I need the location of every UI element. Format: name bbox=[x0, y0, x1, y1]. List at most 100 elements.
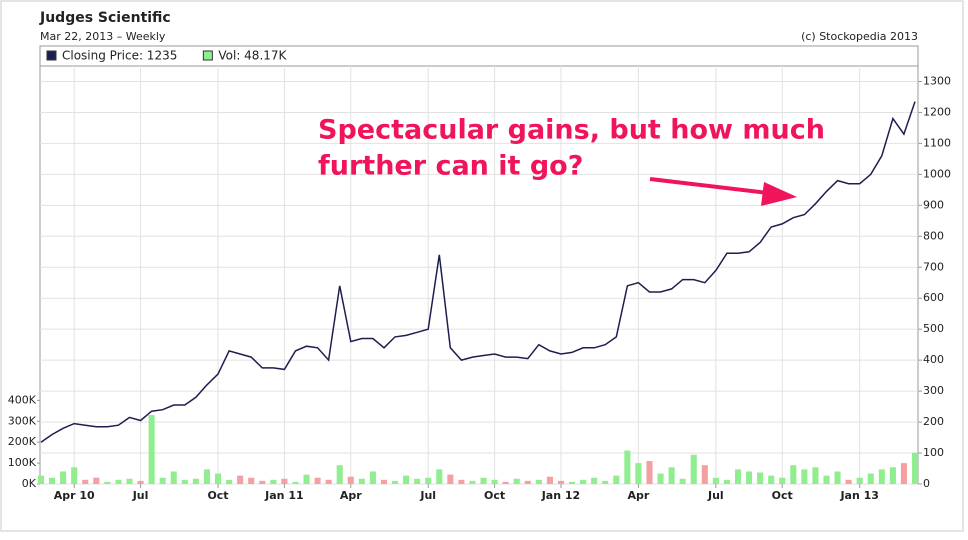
volume-bar bbox=[613, 475, 620, 484]
y-tick-label: 1200 bbox=[923, 105, 951, 118]
volume-bar bbox=[502, 481, 509, 484]
volume-bar bbox=[568, 481, 576, 484]
x-tick-label: Apr bbox=[628, 489, 650, 502]
volume-bar bbox=[391, 480, 399, 484]
volume-bar bbox=[314, 477, 321, 484]
volume-bar bbox=[181, 479, 188, 484]
volume-bar bbox=[480, 477, 487, 484]
volume-bar bbox=[49, 477, 56, 484]
volume-bar bbox=[823, 475, 830, 484]
volume-bar bbox=[71, 467, 78, 484]
volume-bar bbox=[325, 479, 332, 484]
volume-bar bbox=[414, 478, 421, 484]
volume-bar bbox=[580, 479, 587, 484]
y-tick-label: 500 bbox=[923, 322, 944, 335]
volume-bar bbox=[358, 478, 365, 484]
x-tick-label: Jul bbox=[132, 489, 149, 502]
y-tick-label: 400 bbox=[923, 353, 944, 366]
y2-tick-label: 200K bbox=[8, 435, 37, 448]
volume-bar bbox=[657, 473, 664, 484]
volume-bar bbox=[757, 472, 764, 484]
volume-bar bbox=[911, 452, 919, 484]
volume-bar bbox=[104, 481, 111, 484]
volume-bar bbox=[668, 467, 675, 484]
x-tick-label: Jan 12 bbox=[541, 489, 580, 502]
y2-tick-label: 300K bbox=[8, 414, 37, 427]
y2-tick-label: 0K bbox=[22, 477, 37, 490]
y-tick-label: 800 bbox=[923, 229, 944, 242]
volume-bar bbox=[701, 465, 708, 484]
volume-bar bbox=[535, 479, 542, 484]
volume-bar bbox=[237, 475, 244, 484]
volume-bar bbox=[281, 478, 288, 484]
volume-bar bbox=[712, 477, 719, 484]
volume-bar bbox=[336, 465, 343, 484]
volume-bar bbox=[856, 477, 863, 484]
annotation: Spectacular gains, but how much bbox=[318, 115, 825, 146]
volume-bar bbox=[347, 476, 354, 484]
volume-bar bbox=[834, 471, 841, 484]
annotation: further can it go? bbox=[318, 151, 583, 182]
price-line bbox=[40, 101, 916, 443]
volume-bar bbox=[469, 480, 476, 484]
volume-bar bbox=[403, 475, 410, 484]
volume-bar bbox=[878, 469, 885, 484]
volume-bar bbox=[458, 479, 465, 484]
volume-bar bbox=[447, 474, 454, 484]
x-tick-label: Jul bbox=[707, 489, 724, 502]
volume-bar bbox=[768, 475, 775, 484]
volume-bar bbox=[723, 479, 730, 484]
volume-bar bbox=[624, 450, 631, 484]
volume-bar bbox=[226, 479, 233, 484]
volume-bar bbox=[513, 478, 520, 484]
volume-bar bbox=[867, 473, 874, 484]
y-tick-label: 1100 bbox=[923, 136, 951, 149]
volume-bar bbox=[126, 478, 133, 484]
volume-bar bbox=[292, 481, 299, 484]
volume-bar bbox=[115, 479, 122, 484]
chart-subtitle: Mar 22, 2013 – Weekly bbox=[40, 30, 166, 43]
volume-bar bbox=[900, 463, 907, 484]
volume-bar bbox=[557, 480, 565, 484]
volume-bar bbox=[259, 480, 266, 484]
x-tick-label: Jan 11 bbox=[264, 489, 303, 502]
volume-bar bbox=[646, 461, 653, 484]
y-tick-label: 900 bbox=[923, 198, 944, 211]
y-tick-label: 100 bbox=[923, 446, 944, 459]
volume-bar bbox=[546, 476, 553, 484]
x-tick-label: Apr bbox=[340, 489, 362, 502]
y-tick-label: 300 bbox=[923, 384, 944, 397]
volume-bar bbox=[790, 465, 797, 484]
volume-bar bbox=[746, 471, 753, 484]
volume-bar bbox=[203, 469, 210, 484]
volume-bar bbox=[82, 479, 89, 484]
chart-title: Judges Scientific bbox=[39, 10, 171, 26]
volume-bar bbox=[591, 477, 598, 484]
volume-bar bbox=[524, 480, 531, 484]
volume-bar bbox=[93, 477, 100, 484]
arrow-head bbox=[761, 182, 797, 206]
volume-bar bbox=[303, 474, 310, 484]
volume-bar bbox=[801, 469, 808, 484]
volume-bar bbox=[436, 469, 443, 484]
volume-bar bbox=[602, 480, 609, 484]
volume-bar bbox=[37, 475, 45, 484]
x-tick-label: Jul bbox=[419, 489, 436, 502]
volume-bar bbox=[845, 479, 852, 484]
volume-bar bbox=[270, 479, 277, 484]
volume-bar bbox=[491, 479, 498, 484]
x-tick-label: Oct bbox=[207, 489, 228, 502]
legend-label: Vol: 48.17K bbox=[218, 49, 287, 63]
x-tick-label: Oct bbox=[772, 489, 793, 502]
y2-tick-label: 400K bbox=[8, 393, 37, 406]
volume-bar bbox=[137, 480, 144, 484]
volume-bar bbox=[812, 467, 819, 484]
volume-bar bbox=[192, 478, 199, 484]
y-tick-label: 600 bbox=[923, 291, 944, 304]
y-tick-label: 1000 bbox=[923, 167, 951, 180]
volume-bar bbox=[635, 463, 642, 484]
source: (c) Stockopedia 2013 bbox=[801, 30, 918, 43]
plot-layer: 0 100 200 300 400 500 600 700 800 900 1000 1100 1200… bbox=[8, 66, 951, 502]
volume-bar bbox=[248, 477, 255, 484]
